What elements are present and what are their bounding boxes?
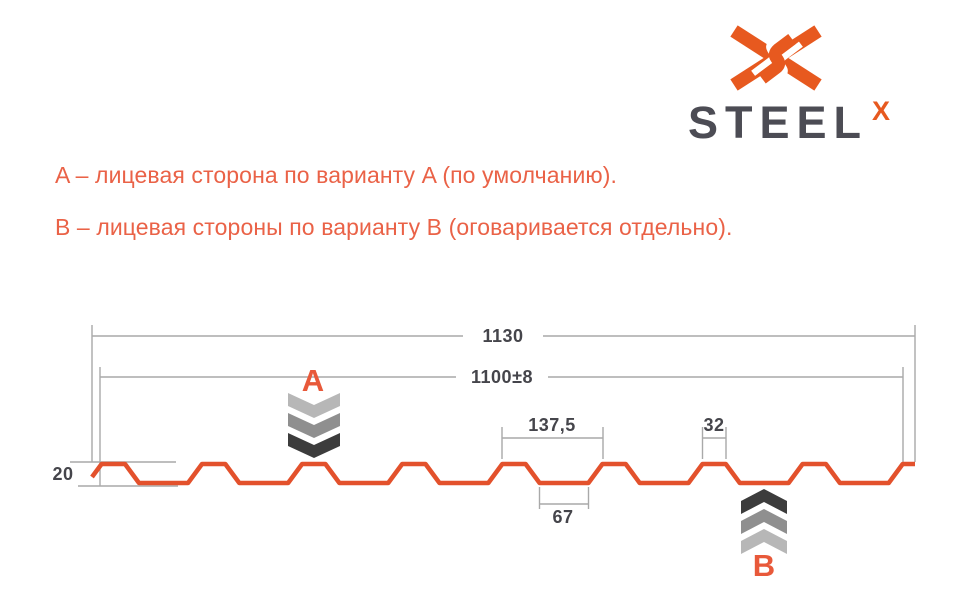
- dimension-value-overall-width: 1130: [482, 326, 523, 346]
- chevron-up-icon: [741, 529, 787, 554]
- chevron-down-icon: [288, 413, 340, 438]
- side-a-marker: A: [288, 363, 340, 458]
- logo-wordmark: STEEL: [688, 97, 869, 148]
- logo-x-mark: X: [872, 96, 891, 126]
- steelx-x-symbol-icon: [730, 25, 822, 92]
- dimension-value-profile-height: 20: [52, 464, 73, 484]
- dimension-value-cover-width: 1100±8: [471, 367, 533, 387]
- dimension-value-rib-pitch: 137,5: [528, 415, 576, 435]
- note-variant-a: A – лицевая сторона по варианту A (по ум…: [55, 162, 617, 188]
- dimension-text-backing: [463, 328, 543, 344]
- dimension-value-rib-top-width: 32: [703, 415, 724, 435]
- side-b-marker: B: [741, 489, 787, 583]
- chevron-up-icon: [741, 489, 787, 514]
- side-a-label: A: [302, 363, 324, 398]
- chevron-down-icon: [288, 433, 340, 458]
- dimension-text-backing: [456, 369, 548, 385]
- logo: STEEL X: [0, 0, 970, 160]
- dimension-valley-width: [538, 487, 590, 509]
- chevron-down-icon: [288, 393, 340, 418]
- chevron-up-icon: [741, 509, 787, 534]
- profile-sheet-outline: [90, 461, 915, 486]
- dimension-value-valley-width: 67: [552, 507, 573, 527]
- dimension-rib-pitch: [501, 427, 604, 459]
- side-b-label: B: [753, 548, 775, 583]
- note-variant-b: B – лицевая стороны по варианту B (огова…: [55, 214, 733, 240]
- dimension-rib-top-width: [701, 427, 727, 459]
